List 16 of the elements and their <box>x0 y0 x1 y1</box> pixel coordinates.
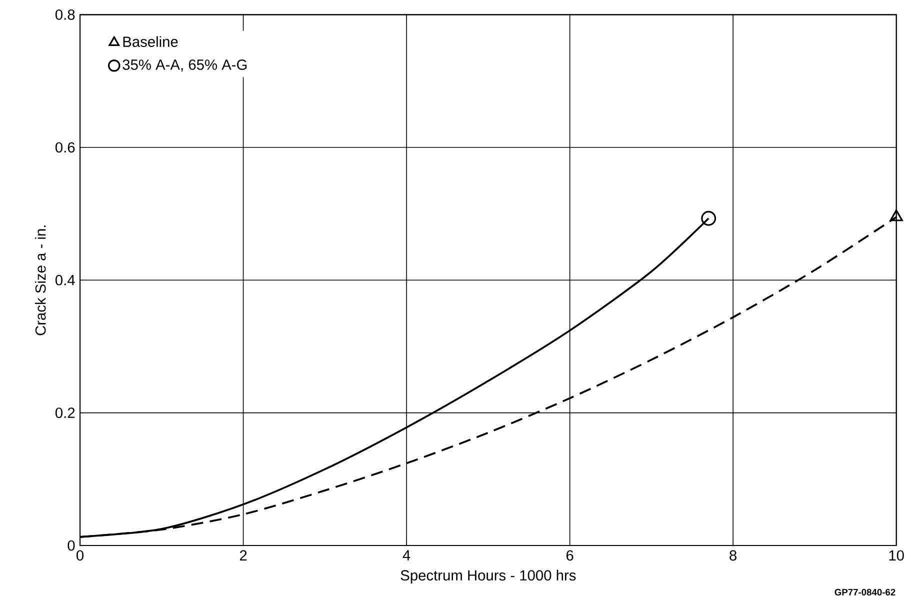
x-tick-label: 0 <box>76 550 84 561</box>
x-axis-title: Spectrum Hours - 1000 hrs <box>400 570 576 584</box>
y-tick-label: 0.8 <box>55 10 75 20</box>
x-tick-label: 2 <box>240 550 247 561</box>
text: GP77-0840-62 <box>834 589 896 596</box>
legend-label: Baseline <box>123 36 178 48</box>
y-axis-title: Crack Size a - in. <box>34 226 46 336</box>
y-tick-label: 0.2 <box>55 408 75 418</box>
x-tick-label: 6 <box>566 550 574 561</box>
x-tick-label: 8 <box>730 550 737 561</box>
y-tick-label: 0 <box>68 540 75 551</box>
legend-label: 35% A-A, 65% A-G <box>122 60 247 72</box>
x-tick-label: 10 <box>889 550 904 561</box>
x-tick-label: 4 <box>402 550 410 561</box>
y-tick-label: 0.4 <box>55 275 75 286</box>
y-tick-label: 0.6 <box>55 142 75 153</box>
